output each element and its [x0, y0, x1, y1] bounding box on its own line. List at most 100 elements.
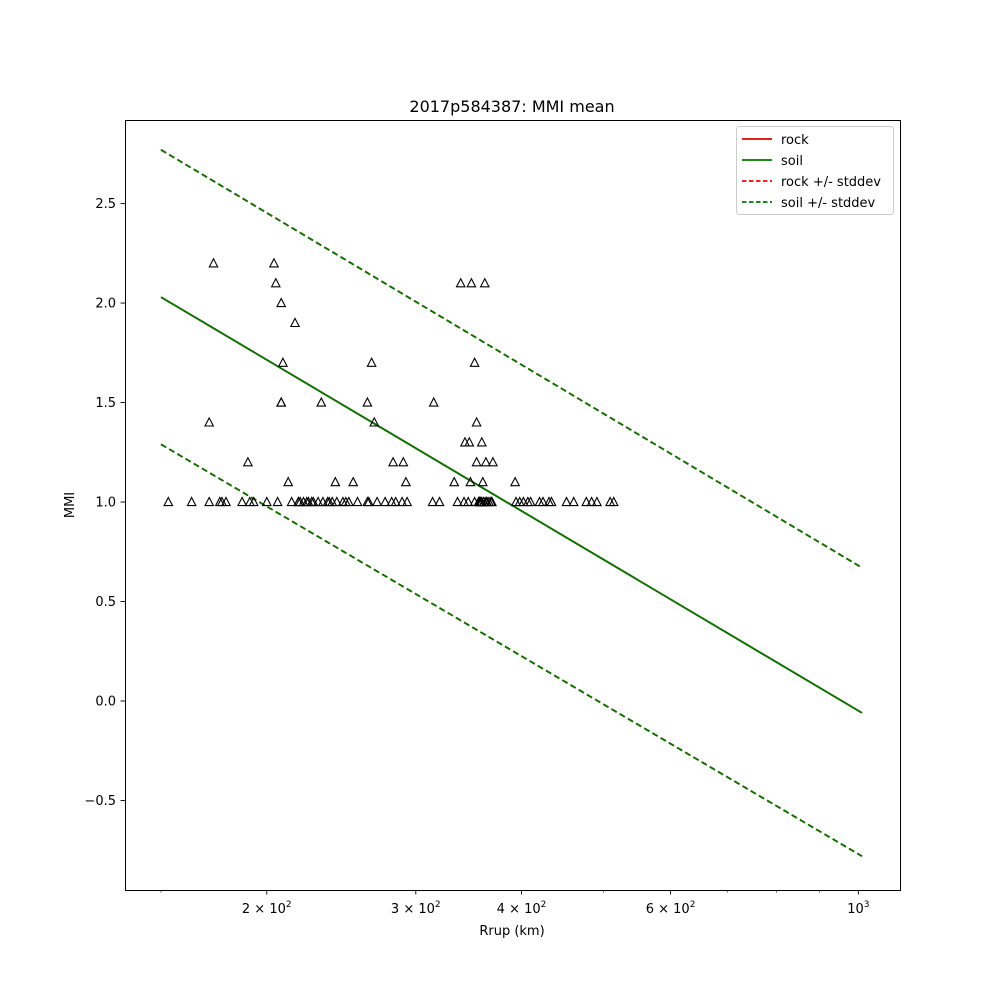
observation-point: [283, 476, 294, 487]
observation-point: [480, 456, 492, 467]
observation-point: [466, 277, 477, 288]
legend-label: soil: [781, 154, 803, 169]
observation-point: [561, 496, 572, 507]
observation-point: [396, 496, 408, 507]
x-tick-label-base: 6 × 10: [646, 902, 690, 917]
observation-point: [434, 496, 445, 507]
observation-point: [379, 496, 391, 507]
observation-point: [362, 396, 373, 407]
observation-point: [261, 496, 272, 507]
plot-area: [160, 149, 863, 857]
observation-point: [220, 496, 232, 507]
observation-point: [469, 357, 480, 367]
observation-point: [242, 456, 254, 467]
observation-point: [537, 496, 549, 507]
observation-point: [248, 496, 259, 507]
observation-point: [568, 496, 579, 507]
observation-point: [387, 456, 399, 467]
x-tick-label: 103: [847, 900, 869, 917]
observation-point: [476, 436, 487, 447]
y-tick-label: 0.0: [95, 694, 116, 709]
x-tick-label: 2 × 102: [242, 900, 292, 917]
chart-title: 2017p584387: MMI mean: [409, 97, 614, 116]
observation-point: [330, 476, 341, 487]
observation-point: [449, 476, 460, 487]
observation-point: [452, 496, 463, 507]
observation-point: [363, 496, 374, 507]
observation-point: [331, 496, 342, 507]
observation-point: [455, 277, 466, 288]
x-tick-label-exponent: 2: [286, 900, 292, 910]
observation-point: [525, 496, 536, 507]
observation-point: [208, 257, 219, 268]
y-tick-label: 2.0: [95, 297, 116, 312]
x-tick-label-exponent: 3: [864, 900, 870, 910]
x-tick-label-exponent: 2: [690, 900, 696, 910]
observation-point: [343, 496, 354, 507]
observation-point: [272, 496, 283, 507]
series-line-3-lower: [160, 443, 863, 857]
x-tick-label-base: 3 × 10: [391, 902, 435, 917]
x-tick-label-base: 4 × 10: [497, 902, 541, 917]
observation-point: [204, 496, 215, 507]
observation-point: [591, 496, 603, 507]
observation-point: [546, 496, 557, 507]
observation-point: [608, 496, 619, 507]
x-tick-label: 4 × 102: [497, 900, 547, 917]
legend-label: rock: [781, 133, 809, 148]
observation-point: [471, 416, 482, 427]
y-tick-label: 1.0: [95, 496, 116, 511]
series-line-3-upper: [160, 149, 863, 569]
observation-point: [465, 476, 476, 487]
observation-point: [289, 317, 301, 328]
x-tick-label-base: 2 × 10: [242, 902, 286, 917]
x-tick-label: 3 × 102: [391, 900, 441, 917]
observation-point: [509, 476, 521, 487]
observation-point: [487, 456, 499, 467]
observation-point: [471, 456, 482, 467]
x-tick-label-base: 10: [847, 902, 864, 917]
observation-point: [276, 396, 287, 407]
x-axis-label: Rrup (km): [479, 924, 544, 939]
axes-frame: [125, 120, 901, 891]
observation-point: [352, 496, 363, 507]
observation-point: [186, 496, 197, 507]
x-tick-label-exponent: 2: [541, 900, 547, 910]
observation-point: [270, 277, 281, 288]
observation-point: [401, 496, 413, 507]
observation-point: [400, 476, 412, 487]
observation-point: [316, 396, 327, 407]
legend-label: soil +/- stddev: [781, 196, 876, 211]
legend: rock soil rock +/- stddev soil +/- stddev: [736, 126, 894, 215]
observation-point: [268, 257, 280, 268]
observation-point: [390, 496, 401, 507]
y-axis-label: MMI: [63, 492, 78, 518]
observation-point: [427, 496, 438, 507]
observation-point: [366, 357, 377, 367]
observation-point: [398, 456, 409, 467]
observation-point: [581, 496, 592, 507]
observation-point: [163, 496, 174, 507]
observation-point: [464, 436, 475, 447]
observation-point: [348, 476, 359, 487]
observation-point: [277, 357, 289, 367]
observation-point: [428, 396, 439, 407]
x-tick-label-exponent: 2: [435, 900, 441, 910]
observation-point: [479, 277, 490, 288]
observation-point: [477, 476, 488, 487]
y-tick-label: −0.5: [84, 794, 116, 809]
observation-point: [286, 496, 297, 507]
legend-label: rock +/- stddev: [781, 175, 881, 190]
observation-point: [371, 496, 383, 507]
observation-point: [236, 496, 248, 507]
observation-point: [486, 496, 498, 507]
x-tick-label: 6 × 102: [646, 900, 696, 917]
legend-box: [736, 126, 894, 215]
y-tick-label: 2.5: [95, 197, 116, 212]
observation-point: [276, 297, 287, 308]
observation-point: [204, 416, 215, 427]
y-tick-label: 0.5: [95, 595, 116, 610]
observation-point: [586, 496, 597, 507]
